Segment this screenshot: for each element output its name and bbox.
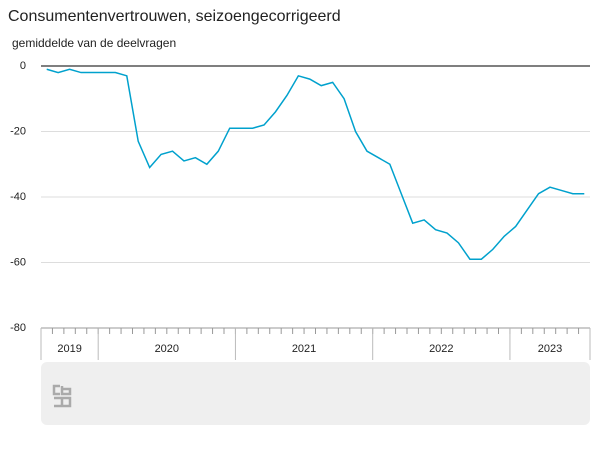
y-tick-label: -40 bbox=[10, 191, 26, 203]
y-tick-label: -80 bbox=[10, 322, 26, 334]
x-group-label: 2020 bbox=[155, 343, 179, 355]
y-tick-label: 0 bbox=[20, 60, 26, 72]
x-group-label: 2021 bbox=[292, 343, 316, 355]
chart-title: Consumentenvertrouwen, seizoengecorrigee… bbox=[8, 8, 341, 25]
x-group-label: 2022 bbox=[429, 343, 453, 355]
x-group-label: 2019 bbox=[57, 343, 81, 355]
data-line bbox=[46, 68, 585, 260]
footer-panel bbox=[41, 362, 590, 425]
cbs-logo bbox=[52, 384, 72, 408]
y-tick-label: -60 bbox=[10, 256, 26, 268]
x-group-label: 2023 bbox=[538, 343, 562, 355]
y-tick-label: -20 bbox=[10, 125, 26, 137]
chart-subtitle: gemiddelde van de deelvragen bbox=[12, 36, 176, 50]
